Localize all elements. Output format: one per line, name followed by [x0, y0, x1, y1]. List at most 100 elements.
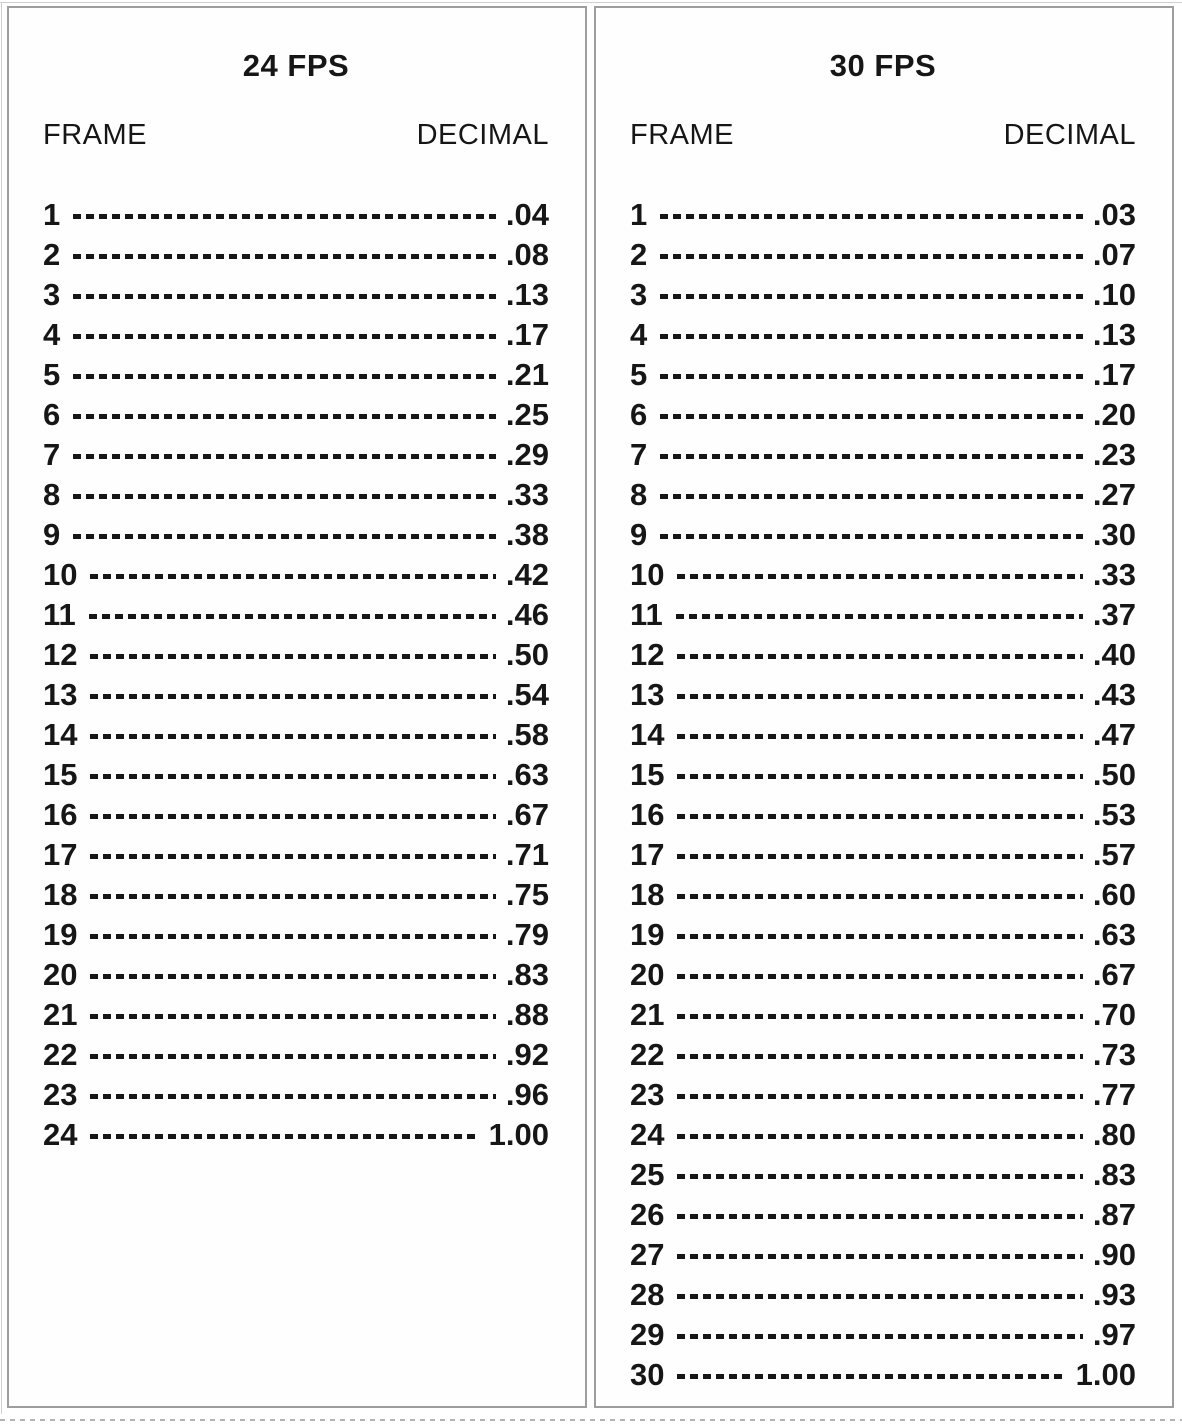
- dash-leader: [73, 253, 496, 259]
- table-row: 25 .83: [630, 1155, 1136, 1195]
- table-row: 8 .27: [630, 475, 1136, 515]
- frame-number: 11: [630, 597, 663, 632]
- dash-leader: [675, 613, 1083, 619]
- frame-number: 17: [630, 837, 665, 872]
- frame-number: 13: [630, 677, 665, 712]
- decimal-value: .40: [1092, 637, 1136, 672]
- table-row: 8 .33: [43, 475, 549, 515]
- dash-leader: [660, 493, 1083, 499]
- decimal-value: .67: [1092, 957, 1136, 992]
- table-row: 28 .93: [630, 1275, 1136, 1315]
- decimal-value: .92: [505, 1037, 549, 1072]
- decimal-value: .75: [505, 877, 549, 912]
- decimal-value: .80: [1092, 1117, 1136, 1152]
- table-row: 2 .08: [43, 235, 549, 275]
- frame-number: 19: [630, 917, 665, 952]
- decimal-value: .07: [1092, 237, 1136, 272]
- table-row: 15 .50: [630, 755, 1136, 795]
- table-row: 4 .13: [630, 315, 1136, 355]
- dash-leader: [90, 853, 496, 859]
- table-row: 30 1.00: [630, 1355, 1136, 1395]
- dash-leader: [677, 573, 1083, 579]
- dash-leader: [90, 813, 496, 819]
- decimal-value: .21: [505, 357, 549, 392]
- decimal-value: .17: [1092, 357, 1136, 392]
- dash-leader: [90, 773, 496, 779]
- panel-title-30fps: 30 FPS: [829, 48, 937, 83]
- frame-number: 23: [630, 1077, 665, 1112]
- decimal-value: .13: [505, 277, 549, 312]
- decimal-value: .77: [1092, 1077, 1136, 1112]
- dash-leader: [677, 653, 1083, 659]
- dash-leader: [73, 333, 496, 339]
- dash-leader: [90, 893, 496, 899]
- frame-number: 7: [630, 437, 648, 472]
- dash-leader: [73, 453, 496, 459]
- frame-number: 11: [43, 597, 76, 632]
- dash-leader: [677, 1293, 1083, 1299]
- dash-leader: [660, 213, 1083, 219]
- table-row: 3 .10: [630, 275, 1136, 315]
- table-row: 11 .46: [43, 595, 549, 635]
- dash-leader: [677, 813, 1083, 819]
- dash-leader: [660, 333, 1083, 339]
- frame-number: 22: [43, 1037, 78, 1072]
- frame-number: 27: [630, 1237, 665, 1272]
- dash-leader: [677, 1013, 1083, 1019]
- decimal-value: .96: [505, 1077, 549, 1112]
- decimal-value: .23: [1092, 437, 1136, 472]
- frame-number: 29: [630, 1317, 665, 1352]
- page-edge-top-line: [0, 2, 1182, 3]
- table-row: 23 .96: [43, 1075, 549, 1115]
- dash-leader: [677, 1213, 1083, 1219]
- frame-number: 25: [630, 1157, 665, 1192]
- conversion-tables-container: 24 FPS FRAME DECIMAL 1 .04 2 .08 3 .13 4…: [7, 6, 1174, 1408]
- decimal-value: .27: [1092, 477, 1136, 512]
- decimal-value: .50: [505, 637, 549, 672]
- dash-leader: [660, 253, 1083, 259]
- frame-number: 10: [630, 557, 665, 592]
- table-row: 22 .73: [630, 1035, 1136, 1075]
- frame-number: 8: [43, 477, 61, 512]
- table-row: 21 .88: [43, 995, 549, 1035]
- decimal-value: .08: [505, 237, 549, 272]
- dash-leader: [677, 1373, 1066, 1379]
- table-row: 16 .53: [630, 795, 1136, 835]
- decimal-value: .58: [505, 717, 549, 752]
- dash-leader: [90, 1133, 479, 1139]
- table-row: 12 .40: [630, 635, 1136, 675]
- frame-number: 22: [630, 1037, 665, 1072]
- dash-leader: [73, 533, 496, 539]
- dash-leader: [677, 1253, 1083, 1259]
- conversion-rows-30fps: 1 .03 2 .07 3 .10 4 .13 5 .17 6 .20 7 .2…: [630, 195, 1136, 1395]
- decimal-value: .71: [505, 837, 549, 872]
- frame-number: 30: [630, 1357, 665, 1392]
- table-row: 15 .63: [43, 755, 549, 795]
- decimal-value: .87: [1092, 1197, 1136, 1232]
- dash-leader: [677, 853, 1083, 859]
- decimal-value: .29: [505, 437, 549, 472]
- table-row: 19 .63: [630, 915, 1136, 955]
- dash-leader: [73, 373, 496, 379]
- panel-title-24fps: 24 FPS: [242, 48, 350, 83]
- decimal-value: .50: [1092, 757, 1136, 792]
- frame-number: 20: [630, 957, 665, 992]
- table-row: 13 .43: [630, 675, 1136, 715]
- table-row: 4 .17: [43, 315, 549, 355]
- decimal-value: .54: [505, 677, 549, 712]
- frame-column-header: FRAME: [43, 119, 147, 151]
- frame-number: 9: [43, 517, 61, 552]
- conversion-rows-24fps: 1 .04 2 .08 3 .13 4 .17 5 .21 6 .25 7 .2…: [43, 195, 549, 1155]
- dash-leader: [677, 1133, 1083, 1139]
- dash-leader: [73, 293, 496, 299]
- decimal-value: .33: [1092, 557, 1136, 592]
- table-row: 9 .38: [43, 515, 549, 555]
- column-headers: FRAME DECIMAL: [43, 118, 549, 152]
- table-row: 10 .42: [43, 555, 549, 595]
- dash-leader: [677, 693, 1083, 699]
- table-row: 23 .77: [630, 1075, 1136, 1115]
- dash-leader: [677, 933, 1083, 939]
- table-row: 14 .58: [43, 715, 549, 755]
- decimal-value: .25: [505, 397, 549, 432]
- table-row: 29 .97: [630, 1315, 1136, 1355]
